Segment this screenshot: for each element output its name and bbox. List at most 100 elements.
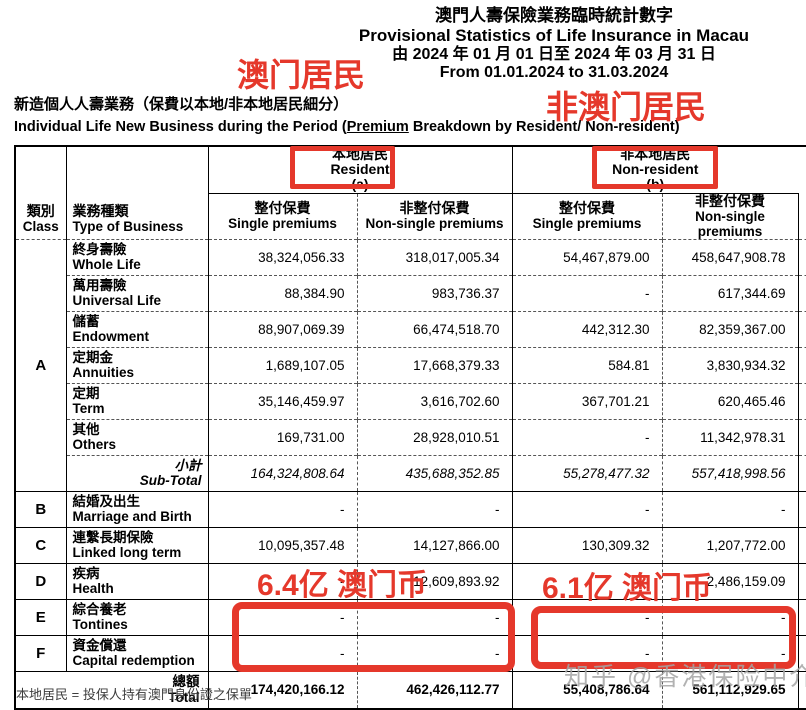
header-cutoff-sliver — [798, 146, 806, 239]
type-en: Universal Life — [72, 293, 162, 308]
header-class-zh: 類別 — [26, 202, 55, 219]
class-e-cell: E — [15, 598, 67, 635]
type-zh: 綜合養老 — [72, 601, 127, 617]
header-resident-single: 整付保費 Single premiums — [208, 193, 358, 239]
annotation-nonresident-total-label: 6.1亿 澳门币 — [542, 572, 713, 605]
value-cell: 318,017,005.34 — [357, 238, 513, 275]
sliver-cell — [798, 274, 806, 311]
annotation-resident-total-label: 6.4亿 澳门币 — [257, 569, 428, 602]
value-cell: - — [662, 598, 799, 635]
table-row-total: 總額 Total 174,420,166.12 462,426,112.77 55… — [15, 670, 806, 709]
type-zh: 其他 — [72, 421, 100, 437]
value-cell: 983,736.37 — [357, 274, 513, 311]
sliver-cell — [798, 310, 806, 347]
subtitle-en-premium-underlined: Premium — [346, 119, 409, 135]
table-row-universal-life: 萬用壽險 Universal Life 88,384.90 983,736.37 … — [15, 274, 806, 311]
annotation-box-nonresident-total — [531, 606, 796, 669]
value-cell: 11,342,978.31 — [662, 418, 799, 455]
value-cell: - — [512, 490, 663, 527]
table-row-others: 其他 Others 169,731.00 28,928,010.51 - 11,3… — [15, 418, 806, 455]
sliver-cell — [798, 238, 806, 275]
table-row-marriage-birth: B 結婚及出生 Marriage and Birth - - - - — [15, 490, 806, 527]
value-cell: 1,689,107.05 — [208, 346, 358, 383]
type-cell: 資金償還 Capital redemption — [66, 634, 209, 671]
statistics-table-wrap: 類別 Class 業務種類 Type of Business 本地居民 Resi… — [14, 145, 806, 710]
value-cell: - — [662, 490, 799, 527]
type-en: Capital redemption — [72, 653, 195, 668]
total-en: Total — [168, 689, 200, 705]
value-cell: 561,112,929.65 — [662, 670, 799, 709]
subtotal-zh: 小計 — [174, 457, 202, 473]
type-en: Term — [72, 401, 105, 416]
sliver-cell — [798, 670, 806, 709]
header-type-of-business: 業務種類 Type of Business — [66, 146, 209, 239]
watermark: 知乎 @香港保险中介 — [564, 663, 806, 691]
table-row-whole-life: A 終身壽險 Whole Life 38,324,056.33 318,017,0… — [15, 238, 806, 491]
value-cell: 169,731.00 — [208, 418, 358, 455]
header-class: 類別 Class — [15, 146, 67, 239]
value-cell: 458,647,908.78 — [662, 238, 799, 275]
type-en: Linked long term — [72, 545, 182, 560]
class-b-cell: B — [15, 490, 67, 527]
value-cell: 66,474,518.70 — [357, 310, 513, 347]
value-cell: 2,486,159.09 — [662, 562, 799, 599]
page-title-en: Provisional Statistics of Life Insurance… — [358, 26, 750, 45]
sliver-cell — [798, 346, 806, 383]
value-cell: 462,426,112.77 — [357, 670, 513, 709]
value-cell: - — [357, 634, 513, 671]
header-nonresident-en: Non-resident — [612, 161, 699, 178]
header-nonsingle-zh-1: 非整付保費 — [399, 200, 470, 216]
table-row-subtotal: 小計 Sub-Total 164,324,808.64 435,688,352.8… — [15, 454, 806, 491]
sliver-cell — [798, 454, 806, 491]
class-a-cell: A — [15, 238, 67, 491]
type-zh: 定期 — [72, 385, 100, 401]
header-nonsingle-zh-2: 非整付保費 — [695, 192, 765, 209]
sliver-cell — [798, 634, 806, 671]
value-cell: 442,312.30 — [512, 310, 663, 347]
type-zh: 疾病 — [72, 565, 100, 581]
statistics-table: 類別 Class 業務種類 Type of Business 本地居民 Resi… — [14, 145, 806, 710]
value-cell: 130,309.32 — [512, 526, 663, 563]
header-nonresident-nonsingle: 非整付保費 Non-single premiums — [662, 192, 799, 239]
type-cell: 連繫長期保險 Linked long term — [66, 526, 209, 563]
value-cell: - — [208, 562, 358, 599]
value-cell: 14,127,866.00 — [357, 526, 513, 563]
annotation-nonresident-label: 非澳门居民 — [546, 89, 707, 125]
value-cell: 55,408,786.64 — [512, 670, 663, 709]
type-cell: 定期金 Annuities — [66, 346, 209, 383]
value-cell: 88,384.90 — [208, 274, 358, 311]
subtitle-zh: 新造個人人壽業務（保費以本地/非本地居民細分） — [14, 96, 349, 113]
header-single-en-1: Single premiums — [228, 216, 337, 231]
subtitle-en: Individual Life New Business during the … — [14, 119, 680, 135]
value-cell: 28,928,010.51 — [357, 418, 513, 455]
value-cell: 55,278,477.32 — [512, 454, 663, 491]
value-cell: 557,418,998.56 — [662, 454, 799, 491]
type-zh: 終身壽險 — [72, 241, 127, 257]
type-zh: 結婚及出生 — [72, 493, 141, 509]
header-nonsingle-en-2: Non-single premiums — [695, 208, 765, 239]
value-cell: 620,465.46 — [662, 382, 799, 419]
value-cell: 17,668,379.33 — [357, 346, 513, 383]
annotation-box-nonresident-header — [592, 146, 718, 189]
header-type-zh: 業務種類 — [72, 202, 129, 219]
value-cell: 164,324,808.64 — [208, 454, 358, 491]
type-cell: 疾病 Health — [66, 562, 209, 599]
value-cell: 10,095,357.48 — [208, 526, 358, 563]
type-zh: 儲蓄 — [72, 313, 100, 329]
annotation-box-resident-header — [290, 146, 395, 189]
table-row-term: 定期 Term 35,146,459.97 3,616,702.60 367,70… — [15, 382, 806, 419]
table-row-health: D 疾病 Health - 12,609,893.92 - 2,486,159.0… — [15, 562, 806, 599]
table-row-linked-long-term: C 連繫長期保險 Linked long term 10,095,357.48 1… — [15, 526, 806, 563]
value-cell: 35,146,459.97 — [208, 382, 358, 419]
header-type-en: Type of Business — [72, 218, 184, 234]
class-f-cell: F — [15, 634, 67, 671]
value-cell: 3,830,934.32 — [662, 346, 799, 383]
type-en: Annuities — [72, 365, 135, 380]
value-cell: 435,688,352.85 — [357, 454, 513, 491]
sliver-cell — [798, 526, 806, 563]
subtotal-en: Sub-Total — [139, 473, 202, 488]
subtitle-en-post: Breakdown by Resident/ Non-resident) — [408, 119, 680, 135]
header-single-en-2: Single premiums — [532, 216, 642, 231]
subtitle-en-pre: Individual Life New Business during the … — [14, 119, 347, 135]
sliver-cell — [798, 382, 806, 419]
